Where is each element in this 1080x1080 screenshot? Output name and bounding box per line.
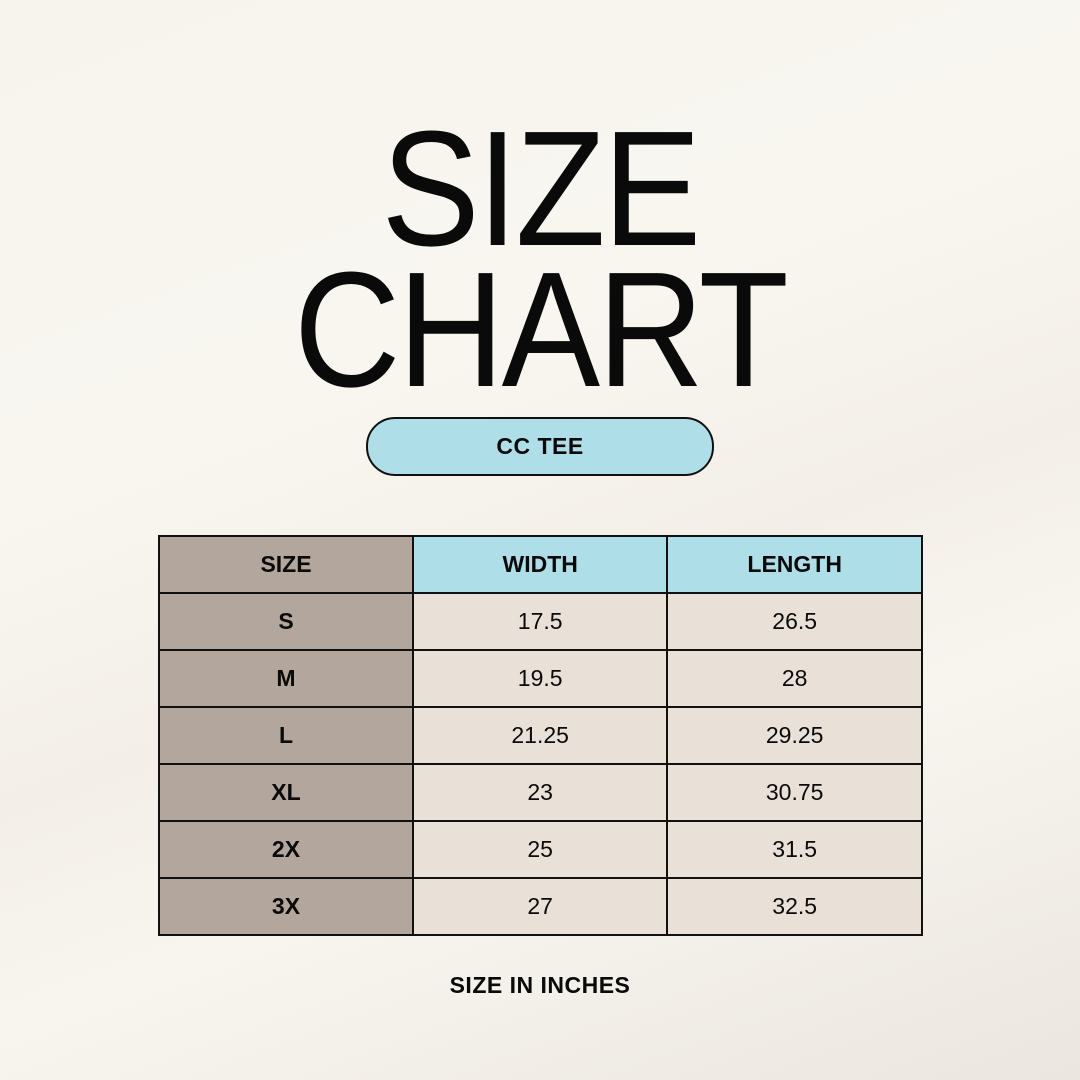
title-line-1: SIZE xyxy=(381,97,701,280)
length-cell: 30.75 xyxy=(666,763,923,822)
table-row: XL 23 30.75 xyxy=(158,763,923,822)
width-cell: 17.5 xyxy=(411,592,669,651)
table-row: M 19.5 28 xyxy=(158,649,923,708)
length-cell: 32.5 xyxy=(666,877,923,936)
table-row: 3X 27 32.5 xyxy=(158,877,923,936)
size-cell: L xyxy=(158,706,414,765)
size-cell: S xyxy=(158,592,414,651)
length-cell: 28 xyxy=(666,649,923,708)
header-row: SIZE WIDTH LENGTH xyxy=(158,535,923,594)
width-cell: 23 xyxy=(411,763,669,822)
table-row: L 21.25 29.25 xyxy=(158,706,923,765)
header-width: WIDTH xyxy=(411,535,669,594)
size-cell: XL xyxy=(158,763,414,822)
length-cell: 26.5 xyxy=(666,592,923,651)
width-cell: 19.5 xyxy=(411,649,669,708)
header-length: LENGTH xyxy=(666,535,923,594)
title-line-2: CHART xyxy=(293,238,789,421)
width-cell: 21.25 xyxy=(411,706,669,765)
length-cell: 29.25 xyxy=(666,706,923,765)
size-cell: M xyxy=(158,649,414,708)
footnote: SIZE IN INCHES xyxy=(449,972,631,998)
length-cell: 31.5 xyxy=(666,820,923,879)
size-cell: 3X xyxy=(158,877,414,936)
size-cell: 2X xyxy=(158,820,414,879)
width-cell: 27 xyxy=(411,877,669,936)
table-row: 2X 25 31.5 xyxy=(158,820,923,879)
size-table: SIZE WIDTH LENGTH S 17.5 26.5 M 19.5 28 L 21.25… xyxy=(158,535,923,936)
table-row: S 17.5 26.5 xyxy=(158,592,923,651)
product-badge: CC TEE xyxy=(366,417,714,476)
header-size: SIZE xyxy=(158,535,414,594)
width-cell: 25 xyxy=(411,820,669,879)
